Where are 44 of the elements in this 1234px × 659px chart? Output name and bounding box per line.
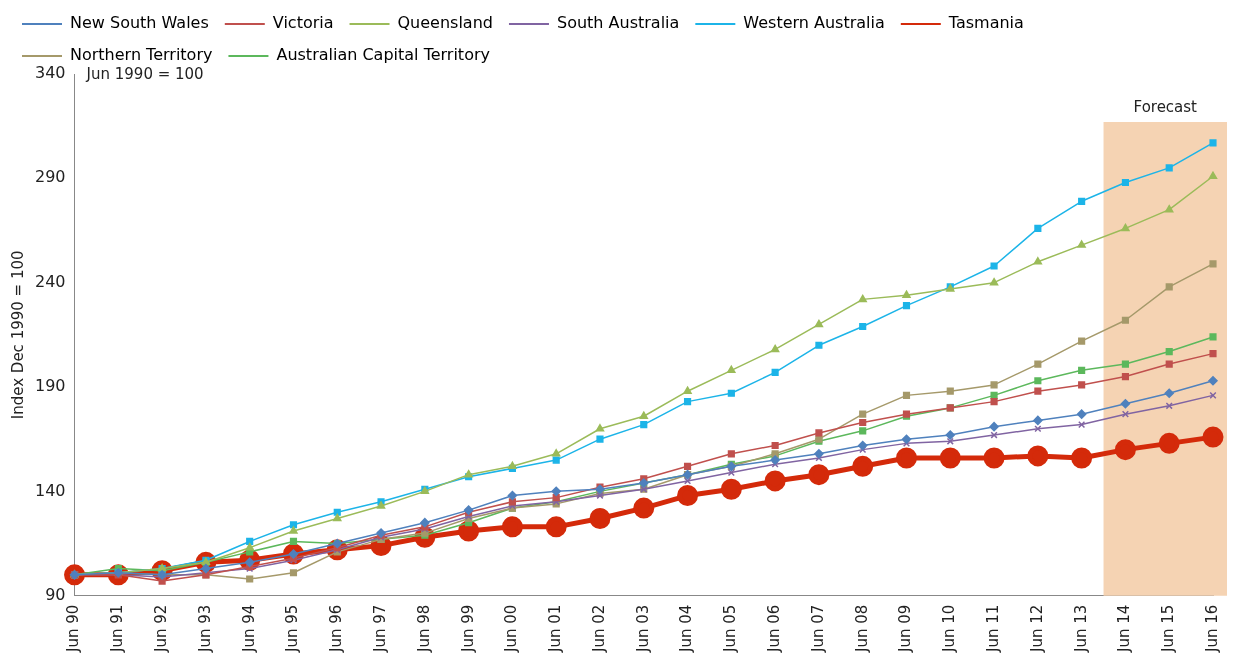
legend-label: Victoria bbox=[272, 13, 334, 33]
x-tick-label: Jun 99 bbox=[458, 604, 477, 653]
x-tick-label: Jun 05 bbox=[721, 604, 740, 653]
x-tick-label: Jun 07 bbox=[808, 604, 827, 653]
x-tick-label: Jun 16 bbox=[1202, 604, 1221, 653]
legend-label: South Australia bbox=[556, 13, 680, 33]
x-tick-label: Jun 00 bbox=[502, 604, 521, 653]
x-tick-label: Jun 15 bbox=[1159, 604, 1178, 653]
x-tick-label: Jun 08 bbox=[852, 604, 871, 653]
legend-label: Queensland bbox=[397, 13, 493, 33]
y-axis-title: Index Dec 1990 = 100 bbox=[8, 250, 27, 420]
legend-label: Western Australia bbox=[743, 13, 885, 33]
x-tick-label: Jun 94 bbox=[239, 604, 258, 653]
y-tick-label: 190 bbox=[34, 376, 66, 396]
x-tick-label: Jun 93 bbox=[195, 604, 214, 653]
x-tick-label: Jun 12 bbox=[1027, 604, 1046, 653]
x-tick-label: Jun 97 bbox=[370, 604, 389, 653]
x-tick-label: Jun 03 bbox=[633, 604, 652, 653]
legend-label: Australian Capital Territory bbox=[276, 45, 490, 65]
x-tick-label: Jun 04 bbox=[677, 604, 696, 653]
x-tick-label: Jun 91 bbox=[108, 604, 127, 653]
x-tick-label: Jun 96 bbox=[327, 604, 346, 653]
x-tick-label: Jun 90 bbox=[64, 604, 83, 653]
x-tick-label: Jun 09 bbox=[896, 604, 915, 653]
legend-label: Tasmania bbox=[947, 13, 1024, 33]
legend-label: New South Wales bbox=[70, 13, 209, 33]
x-tick-label: Jun 10 bbox=[940, 604, 959, 653]
y-tick-label: 240 bbox=[34, 271, 66, 291]
x-tick-label: Jun 11 bbox=[983, 604, 1002, 653]
x-tick-label: Jun 98 bbox=[414, 604, 433, 653]
x-tick-label: Jun 92 bbox=[152, 604, 170, 653]
annotation: Jun 1990 = 100 bbox=[85, 65, 204, 84]
x-tick-label: Jun 14 bbox=[1115, 604, 1134, 653]
x-tick-label: Jun 06 bbox=[765, 604, 784, 653]
x-tick-label: Jun 95 bbox=[283, 604, 302, 653]
legend-label: Northern Territory bbox=[70, 45, 213, 65]
x-tick-label: Jun 13 bbox=[1071, 604, 1090, 653]
y-tick-label: 140 bbox=[34, 480, 66, 500]
x-tick-label: Jun 02 bbox=[589, 604, 608, 653]
y-tick-label: 290 bbox=[34, 167, 66, 187]
y-tick-label: 90 bbox=[45, 584, 66, 604]
x-tick-label: Jun 01 bbox=[546, 604, 565, 653]
y-tick-label: 340 bbox=[34, 63, 66, 83]
band-label: Forecast bbox=[1133, 98, 1198, 117]
